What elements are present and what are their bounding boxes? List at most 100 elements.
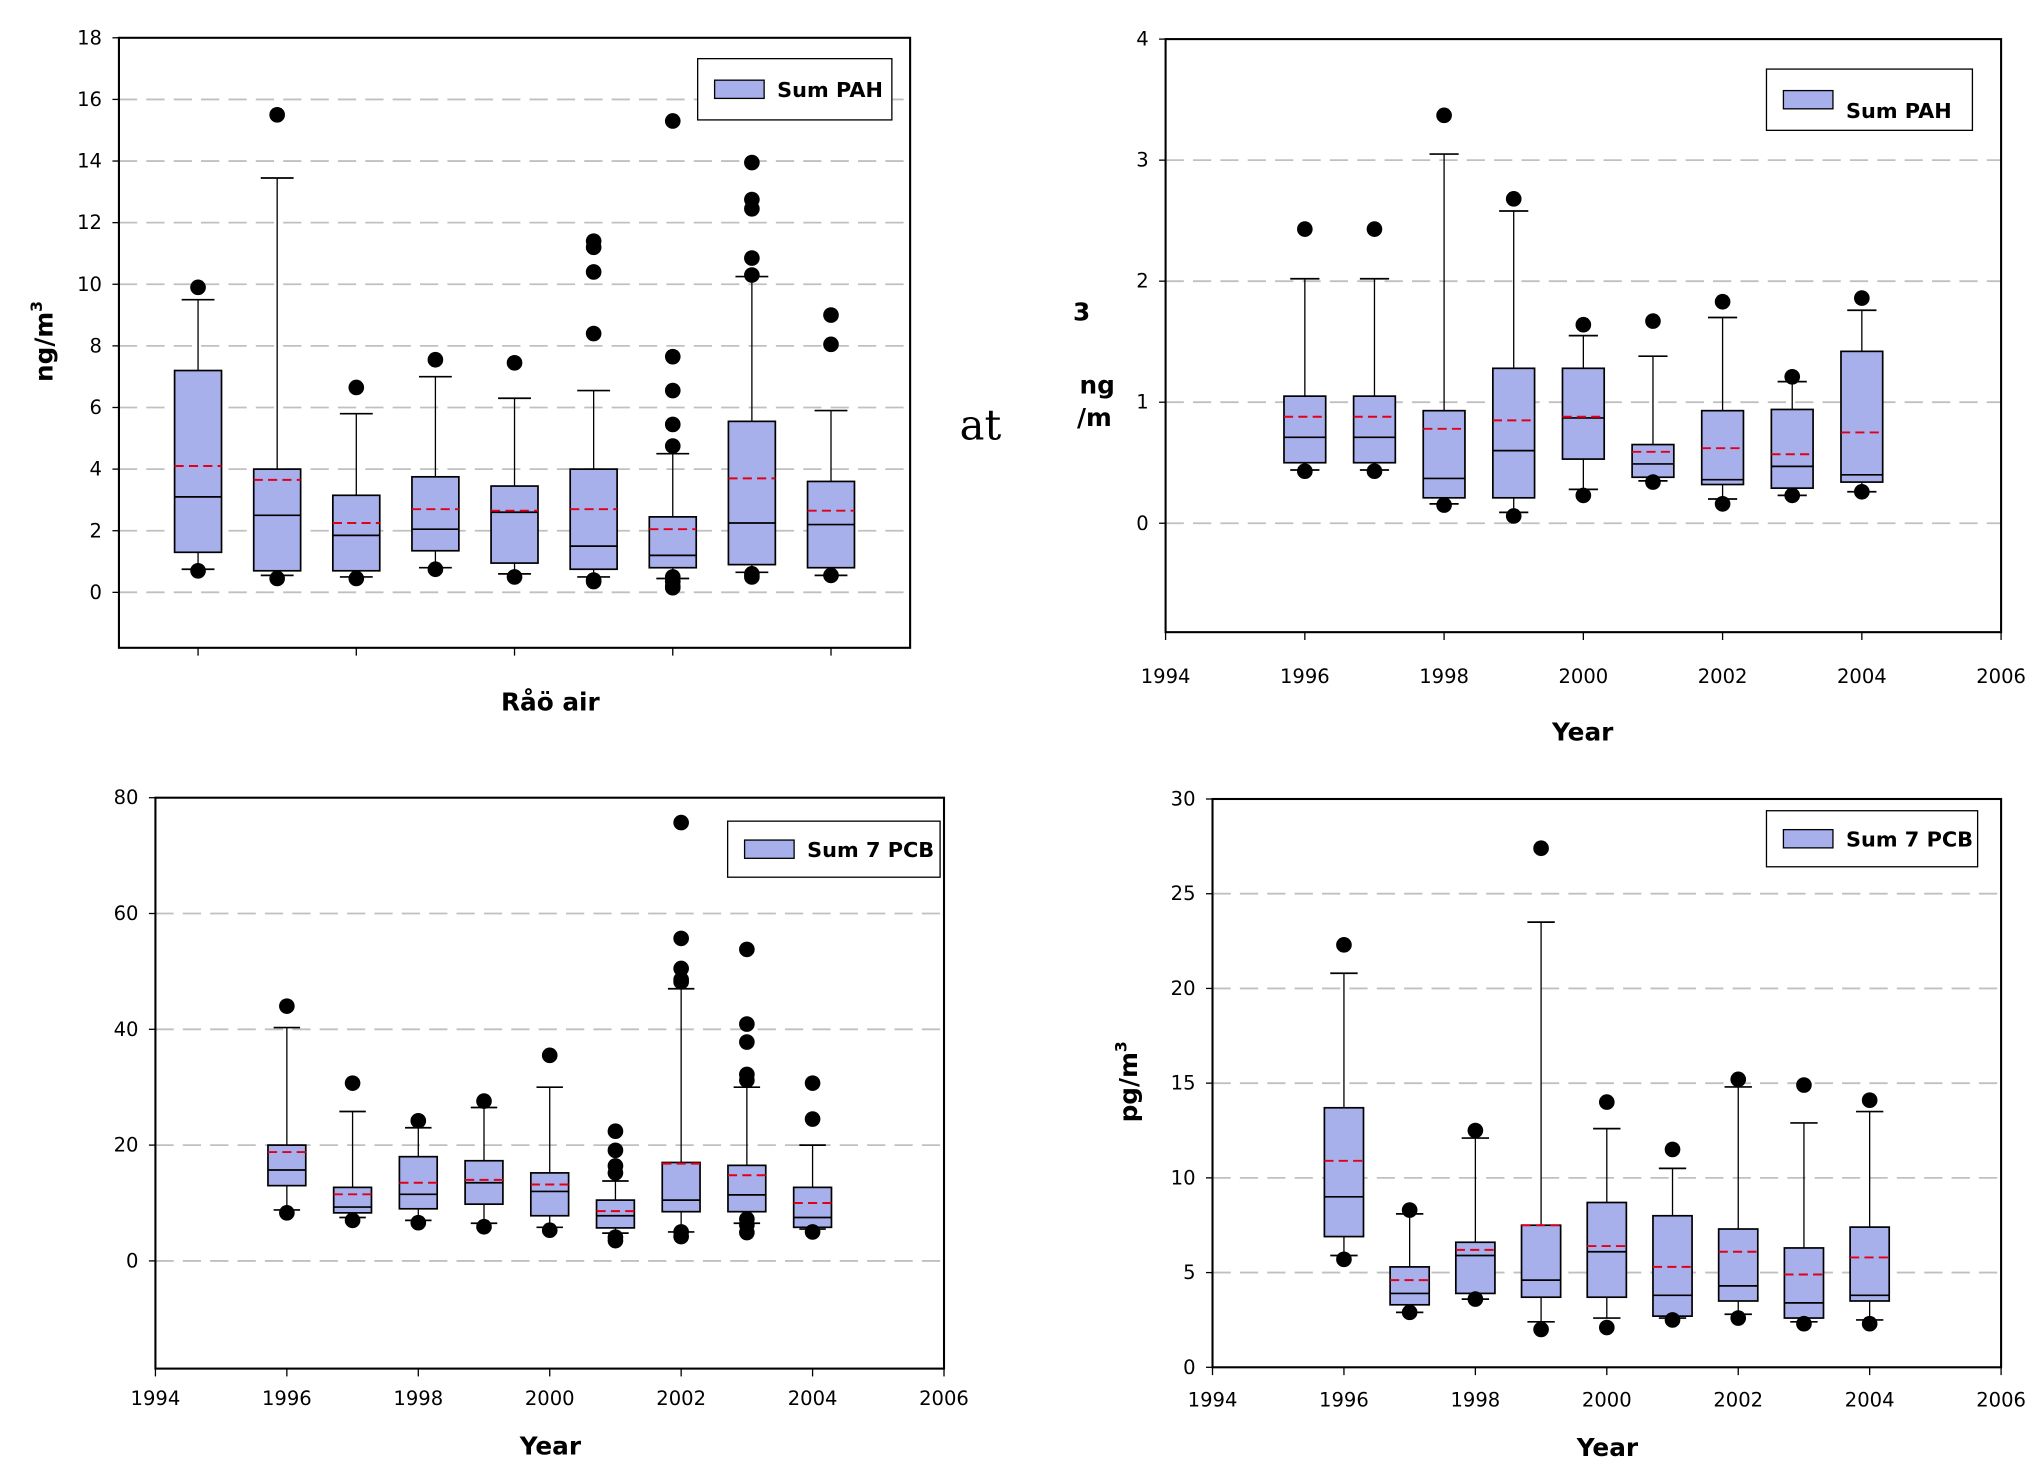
legend: Sum 7 PCB — [726, 820, 941, 878]
iqr-box — [1840, 350, 1884, 483]
outlier-point — [1505, 508, 1522, 524]
outlier-point — [1505, 191, 1522, 207]
iqr-box — [1783, 1247, 1825, 1319]
y-tick-label: 4 — [1136, 28, 1148, 51]
outlier-point — [1861, 1092, 1878, 1109]
outlier-point — [1366, 463, 1383, 480]
box-1996 — [1283, 221, 1327, 480]
box-2003 — [727, 941, 767, 1241]
box-1999 — [464, 1093, 504, 1235]
y-tick-label: 14 — [77, 150, 102, 173]
outlier-point — [190, 562, 206, 579]
x-tick-label: 2002 — [1713, 1388, 1763, 1411]
outlier-point — [1796, 1315, 1812, 1332]
iqr-box — [1422, 409, 1466, 499]
box-2003 — [727, 154, 777, 585]
box-1998 — [1422, 107, 1466, 513]
outlier-point — [1664, 1141, 1681, 1158]
outlier-point — [664, 438, 681, 454]
box-2004 — [806, 307, 856, 584]
box-1997 — [252, 106, 302, 587]
iqr-box — [1561, 367, 1606, 460]
chart-panel-4: 0 5 10 15 20 25 30 1994 1996 1998 2000 2002 2004 2006… — [1111, 788, 2025, 1462]
outlier-point — [673, 960, 689, 977]
iqr-box — [1586, 1201, 1628, 1299]
outlier-point — [1784, 368, 1801, 385]
outlier-point — [348, 379, 365, 396]
outlier-point — [1336, 937, 1352, 953]
y-tick-label: 5 — [1183, 1261, 1195, 1284]
outlier-point — [1533, 1321, 1549, 1338]
outlier-point — [1645, 313, 1661, 329]
iqr-box — [727, 1164, 767, 1213]
outlier-point — [344, 1212, 361, 1229]
x-tick-label: 1996 — [1280, 665, 1330, 688]
outlier-point — [1575, 487, 1592, 504]
outlier-point — [739, 1034, 755, 1050]
y-tick-label: 10 — [77, 273, 102, 296]
outlier-point — [607, 1232, 624, 1249]
outlier-point — [585, 573, 602, 590]
outlier-point — [673, 814, 689, 831]
outlier-point — [410, 1214, 427, 1231]
iqr-box — [490, 485, 539, 564]
box-2001 — [595, 1123, 636, 1249]
outlier-point — [823, 567, 839, 584]
x-axis-label: Year — [1576, 1433, 1639, 1462]
x-tick-label: 1998 — [393, 1387, 443, 1410]
box-1996 — [173, 279, 223, 579]
legend-label: Sum PAH — [777, 78, 883, 102]
y-tick-label: 20 — [1171, 977, 1196, 1000]
legend-swatch — [1782, 828, 1834, 849]
outlier-point — [410, 1112, 427, 1129]
x-tick-label: 2002 — [1698, 665, 1748, 688]
outlier-point — [541, 1222, 558, 1239]
outlier-point — [744, 154, 760, 171]
outlier-point — [269, 106, 285, 123]
outlier-point — [1854, 290, 1870, 306]
x-tick-label: 2006 — [1976, 1388, 2026, 1411]
outlier-point — [1336, 1251, 1352, 1268]
outlier-point — [664, 348, 681, 365]
legend-swatch — [743, 839, 795, 859]
outlier-point — [744, 250, 760, 266]
x-tick-label: 1996 — [1319, 1388, 1369, 1411]
chart-panel-2: 0 1 2 3 4 1994 1996 1998 2000 2002 2004 2006 Sum PAH… — [1073, 28, 2026, 747]
outlier-point — [739, 941, 755, 958]
box-2002 — [648, 113, 698, 596]
box-1998 — [398, 1112, 439, 1231]
box-2002 — [1700, 293, 1745, 512]
outlier-point — [1467, 1122, 1484, 1139]
iqr-box — [331, 494, 381, 572]
chart-panel-3: 0 20 40 60 80 1994 1996 1998 2000 2002 2004 2006 Sum… — [114, 786, 969, 1460]
y-axis-label: pg/m3 — [1111, 1041, 1142, 1122]
iqr-box — [1717, 1228, 1759, 1302]
iqr-box — [648, 516, 698, 569]
box-2003 — [1770, 368, 1814, 504]
outlier-point — [664, 382, 681, 399]
box-2004 — [1840, 290, 1884, 500]
outlier-point — [1730, 1310, 1747, 1326]
box-2004 — [1849, 1092, 1891, 1332]
outlier-point — [744, 267, 760, 283]
y-axis-label: ng/m3 — [27, 301, 58, 382]
y-tick-label: 10 — [1171, 1166, 1196, 1189]
x-tick-label: 1994 — [1188, 1388, 1238, 1411]
outlier-point — [804, 1224, 821, 1240]
x-tick-label: 2000 — [1558, 665, 1608, 688]
x-tick-label: 2004 — [788, 1387, 838, 1410]
x-tick-label: 2002 — [648, 673, 698, 696]
x-tick-label: 1998 — [1419, 665, 1469, 688]
box-2001 — [569, 233, 618, 590]
y-tick-label: 6 — [90, 396, 102, 419]
outlier-point — [585, 239, 602, 256]
x-tick-label: 2004 — [806, 673, 856, 696]
x-tick-label: 2006 — [1976, 665, 2026, 688]
y-tick-label: 3 — [1136, 149, 1148, 172]
plot-frame — [154, 796, 946, 1370]
outlier-point — [823, 307, 839, 323]
outlier-point — [1436, 497, 1452, 513]
x-tick-label: 2000 — [1582, 1388, 1632, 1411]
y-tick-label: 0 — [1183, 1356, 1195, 1379]
iqr-box — [727, 420, 777, 566]
